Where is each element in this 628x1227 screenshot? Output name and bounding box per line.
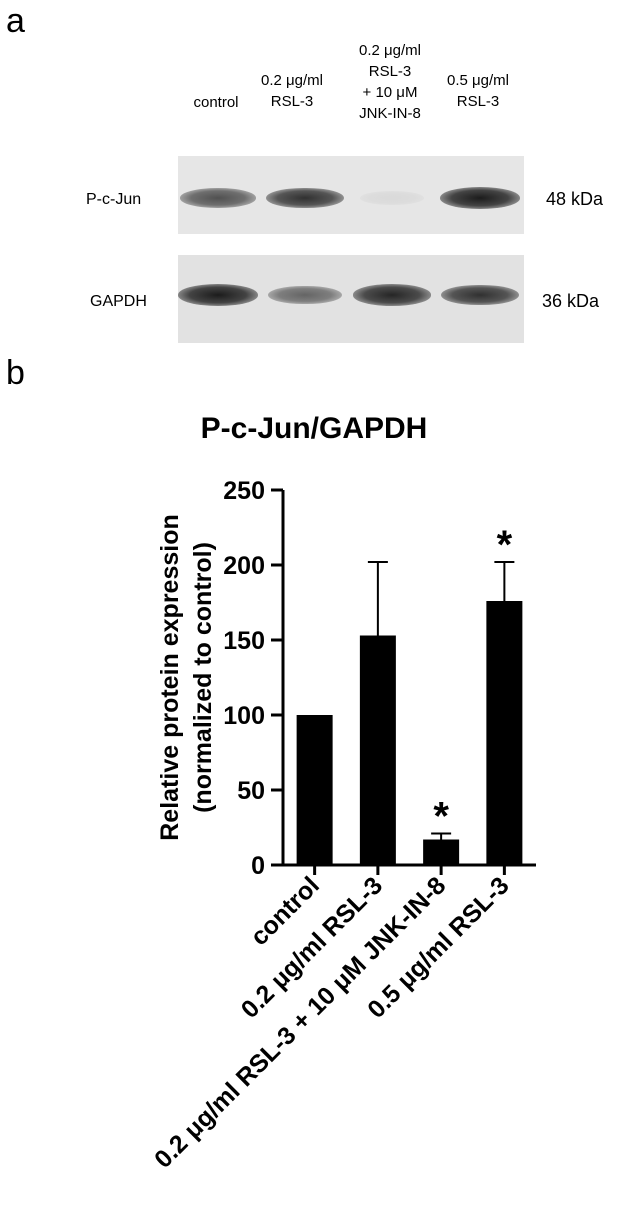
significance-marker: * — [497, 523, 513, 567]
band-pcjun-lane-3 — [359, 190, 425, 206]
kda-label-gapdh: 36 kDa — [542, 291, 600, 311]
band-pcjun-lane-1 — [180, 188, 256, 208]
y-axis-label: Relative protein expression — [156, 514, 184, 841]
band-pcjun-lane-4 — [440, 187, 520, 209]
bar — [423, 839, 460, 865]
y-tick-label: 200 — [223, 552, 265, 580]
y-tick-label: 0 — [251, 852, 265, 880]
band-gapdh-lane-2 — [268, 285, 342, 305]
panel-letter-b: b — [6, 354, 25, 392]
bar — [296, 715, 333, 865]
bar — [486, 601, 523, 865]
y-tick-label: 250 — [223, 477, 265, 505]
band-gapdh-lane-3 — [352, 284, 432, 306]
lane-label-rsl3-low: 0.2 μg/ml RSL-3 — [261, 72, 323, 110]
bar — [359, 635, 396, 865]
lane-label-rsl3-high: 0.5 μg/ml RSL-3 — [447, 72, 509, 110]
chart-title: P-c-Jun/GAPDH — [200, 412, 428, 445]
y-tick-label: 150 — [223, 627, 265, 655]
lane-label-rsl3-jnk: 0.2 μg/ml RSL-3 + 10 μM JNK-IN-8 — [359, 42, 421, 122]
significance-marker: * — [433, 795, 449, 839]
kda-label-pcjun: 48 kDa — [546, 189, 604, 209]
x-tick-label: 0.2 μg/ml RSL-3 + 10 μM JNK-IN-8 — [149, 871, 451, 1173]
row-label-gapdh: GAPDH — [90, 293, 147, 310]
y-tick-label: 100 — [223, 702, 265, 730]
y-tick-label: 50 — [237, 777, 265, 805]
panel-letter-a: a — [6, 2, 25, 40]
band-gapdh-lane-1 — [178, 284, 258, 306]
blot-gapdh — [178, 255, 524, 343]
band-gapdh-lane-4 — [441, 284, 519, 306]
band-pcjun-lane-2 — [266, 187, 344, 209]
blot-pcjun — [178, 156, 524, 234]
lane-label-control: control — [193, 94, 239, 111]
row-label-pcjun: P-c-Jun — [86, 191, 142, 208]
y-axis-label: (normalized to control) — [189, 542, 217, 813]
